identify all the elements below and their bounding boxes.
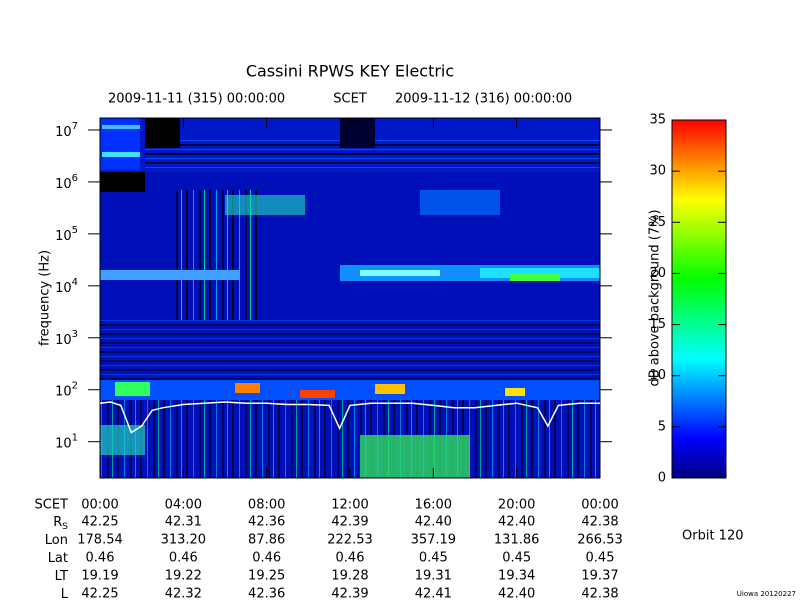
y-tick-label: 105 (55, 225, 78, 244)
ephemeris-row-name: R (53, 515, 62, 530)
header-end: 2009-11-12 (316) 00:00:00 (395, 92, 572, 107)
ephemeris-value: 42.25 (81, 587, 118, 600)
ephemeris-value: 42.40 (498, 587, 535, 600)
ephemeris-value: 313.20 (161, 533, 207, 548)
y-tick-label: 107 (55, 121, 78, 140)
ephemeris-value: 42.39 (331, 515, 368, 530)
ephemeris-value: 42.32 (165, 587, 202, 600)
ephemeris-value: 87.86 (248, 533, 285, 548)
ephemeris-value: 19.22 (165, 569, 202, 584)
colorbar-label: dB above background (7%) (648, 209, 663, 386)
ephemeris-value: 42.39 (331, 587, 368, 600)
y-tick-base: 10 (55, 332, 72, 347)
ephemeris-value: 357.19 (411, 533, 457, 548)
y-tick-base: 10 (55, 436, 72, 451)
y-tick-label: 101 (55, 433, 78, 452)
ephemeris-row-label: Lat (48, 551, 68, 566)
ephemeris-value: 19.25 (248, 569, 285, 584)
ephemeris-row-name: L (61, 587, 69, 600)
frequency-line (99, 401, 600, 434)
colorbar-tick-label: 10 (649, 368, 666, 383)
x-tick-label: 00:00 (81, 498, 118, 513)
colorbar (671, 119, 727, 479)
ephemeris-row-subscript: S (62, 522, 68, 532)
ephemeris-value: 0.45 (419, 551, 448, 566)
x-axis-label: SCET (35, 498, 69, 513)
ephemeris-value: 178.54 (77, 533, 123, 548)
x-tick-label: 16:00 (415, 498, 452, 513)
ephemeris-value: 0.46 (336, 551, 365, 566)
y-tick-base: 10 (55, 176, 72, 191)
ephemeris-value: 19.31 (415, 569, 452, 584)
y-tick-base: 10 (55, 280, 72, 295)
credit: Uiowa 20120227 (737, 590, 796, 598)
ephemeris-row-label: L (61, 587, 69, 600)
ephemeris-row-label: Lon (45, 533, 68, 548)
x-tick-label: 20:00 (498, 498, 535, 513)
ephemeris-row-name: Lon (45, 533, 68, 548)
y-tick-label: 106 (55, 173, 78, 192)
ephemeris-value: 42.40 (415, 515, 452, 530)
ephemeris-value: 42.36 (248, 515, 285, 530)
x-tick-label: 00:00 (581, 498, 618, 513)
ephemeris-value: 266.53 (577, 533, 623, 548)
x-tick-label: 08:00 (248, 498, 285, 513)
y-tick-power: 4 (72, 277, 78, 288)
y-tick-power: 5 (72, 225, 78, 236)
y-tick-power: 6 (72, 173, 78, 184)
y-tick-power: 7 (72, 121, 78, 132)
ephemeris-value: 19.28 (331, 569, 368, 584)
ephemeris-row-label: LT (55, 569, 68, 584)
ephemeris-row-name: Lat (48, 551, 68, 566)
ephemeris-value: 222.53 (327, 533, 373, 548)
colorbar-tick-label: 30 (649, 164, 666, 179)
ephemeris-value: 131.86 (494, 533, 540, 548)
colorbar-tick-label: 5 (658, 419, 666, 434)
y-tick-base: 10 (55, 124, 72, 139)
ephemeris-value: 0.45 (586, 551, 615, 566)
y-tick-power: 1 (72, 433, 78, 444)
y-tick-base: 10 (55, 228, 72, 243)
ephemeris-value: 42.40 (498, 515, 535, 530)
colorbar-tick-label: 35 (649, 113, 666, 128)
colorbar-tick-label: 15 (649, 317, 666, 332)
chart-title: Cassini RPWS KEY Electric (246, 62, 454, 81)
ephemeris-value: 19.34 (498, 569, 535, 584)
colorbar-tick-label: 20 (649, 266, 666, 281)
ephemeris-value: 0.46 (169, 551, 198, 566)
ephemeris-value: 42.41 (415, 587, 452, 600)
colorbar-tick-label: 25 (649, 215, 666, 230)
y-tick-power: 2 (72, 381, 78, 392)
header-start: 2009-11-11 (315) 00:00:00 (108, 92, 285, 107)
header-center: SCET (333, 92, 367, 107)
ephemeris-value: 0.45 (502, 551, 531, 566)
ephemeris-value: 19.37 (581, 569, 618, 584)
spectrogram (100, 118, 600, 478)
orbit-label: Orbit 120 (682, 529, 743, 544)
ephemeris-value: 0.46 (86, 551, 115, 566)
ephemeris-row-name: LT (55, 569, 68, 584)
ephemeris-value: 42.38 (581, 587, 618, 600)
y-tick-label: 104 (55, 277, 78, 296)
colorbar-tick-label: 0 (658, 471, 666, 486)
y-axis-label: frequency (Hz) (38, 250, 53, 346)
y-tick-label: 103 (55, 329, 78, 348)
ephemeris-value: 42.31 (165, 515, 202, 530)
y-tick-base: 10 (55, 384, 72, 399)
ephemeris-value: 0.46 (252, 551, 281, 566)
x-tick-label: 04:00 (165, 498, 202, 513)
ephemeris-value: 42.25 (81, 515, 118, 530)
ephemeris-value: 42.36 (248, 587, 285, 600)
y-tick-label: 102 (55, 381, 78, 400)
ephemeris-row-label: RS (53, 515, 68, 532)
x-tick-label: 12:00 (331, 498, 368, 513)
ephemeris-value: 19.19 (81, 569, 118, 584)
y-tick-power: 3 (72, 329, 78, 340)
ephemeris-value: 42.38 (581, 515, 618, 530)
